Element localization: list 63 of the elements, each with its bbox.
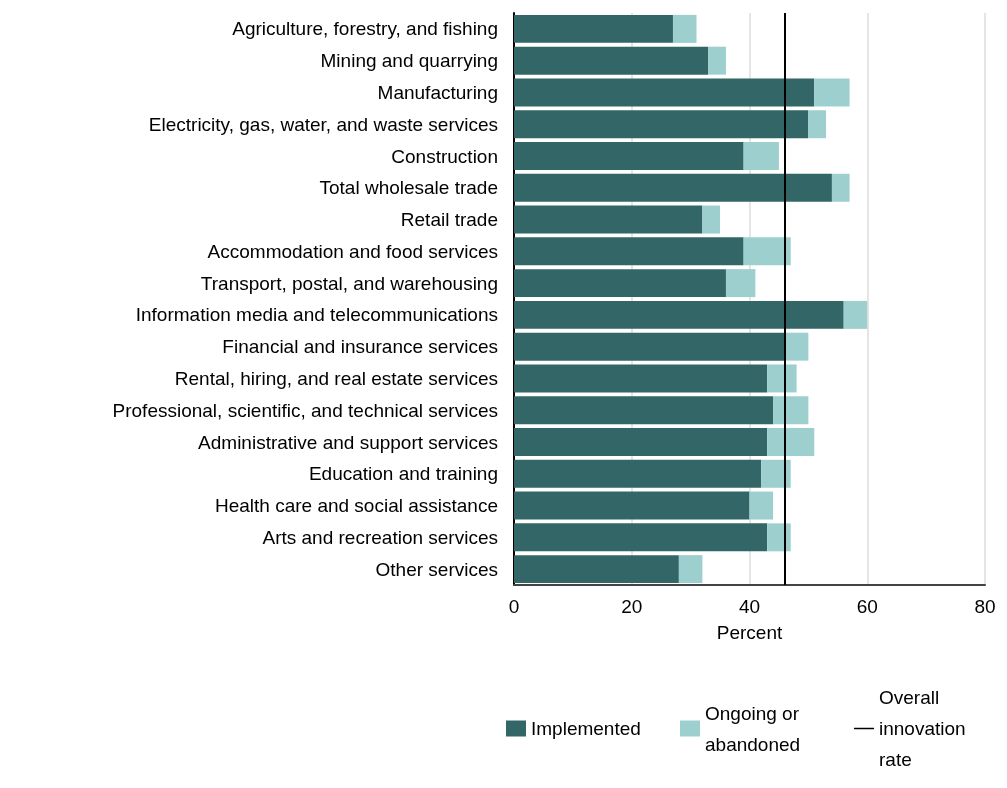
bar [672, 14, 697, 43]
y-tick-label: Agriculture, forestry, and fishing [232, 18, 498, 40]
y-tick-label: Education and training [308, 463, 498, 485]
bar [743, 142, 779, 170]
y-tick-label: Manufacturing [377, 81, 498, 103]
x-tick-label: 0 [508, 596, 520, 617]
bar [514, 14, 673, 43]
bar [514, 300, 844, 329]
x-tick-label: 80 [974, 596, 996, 617]
bar [743, 237, 791, 266]
bar [514, 396, 774, 425]
bar [749, 491, 774, 520]
y-tick-label: Arts and recreation services [262, 526, 498, 548]
legend-label: Implemented [531, 718, 641, 739]
legend-label: Ongoing or abandoned [705, 702, 805, 755]
bar [767, 428, 815, 456]
bar [514, 46, 709, 75]
bar [514, 237, 744, 266]
bar [773, 396, 809, 425]
y-tick-label: Health care and social assistance [214, 495, 498, 517]
bar [514, 364, 768, 393]
y-tick-label: Electricity, gas, water, and waste services [148, 113, 498, 135]
y-tick-label: Transport, postal, and warehousing [200, 272, 498, 294]
bar [814, 78, 850, 107]
x-tick-label: 20 [621, 596, 643, 617]
x-tick-label: 60 [856, 596, 878, 617]
bar [678, 555, 703, 584]
bar [784, 332, 809, 361]
bar [514, 78, 815, 107]
y-tick-label: Information media and telecommunications [135, 304, 498, 326]
bar [514, 110, 809, 139]
y-tick-label: Rental, hiring, and real estate services [174, 367, 498, 389]
bar [514, 428, 768, 456]
bar [514, 523, 768, 552]
bar [831, 173, 850, 202]
bar [514, 205, 703, 234]
bar [514, 142, 744, 170]
bar [514, 332, 785, 361]
bar [702, 205, 721, 234]
bar [514, 555, 679, 584]
y-tick-label: Financial and insurance services [222, 336, 498, 358]
y-tick-label: Other services [375, 558, 498, 580]
x-tick-label: 40 [738, 596, 761, 617]
y-tick-label: Professional, scientific, and technical services [112, 399, 498, 421]
bar [767, 523, 791, 552]
bar [514, 173, 832, 202]
bar [761, 459, 791, 488]
bar [514, 459, 762, 488]
bar [708, 46, 726, 75]
bar [725, 269, 756, 298]
x-axis-title: Percent [716, 622, 783, 643]
y-tick-label: Administrative and support services [198, 431, 498, 453]
y-tick-label: Total wholesale trade [319, 177, 498, 199]
y-tick-label: Mining and quarrying [320, 50, 498, 72]
bar [514, 269, 726, 298]
bar [514, 491, 750, 520]
bar [767, 364, 797, 393]
bar [808, 110, 827, 139]
bar [843, 300, 868, 329]
legend-label: Overall innovation rate [879, 687, 971, 770]
y-tick-label: Retail trade [400, 209, 498, 231]
y-tick-label: Accommodation and food services [207, 240, 498, 262]
y-tick-label: Construction [391, 145, 498, 167]
